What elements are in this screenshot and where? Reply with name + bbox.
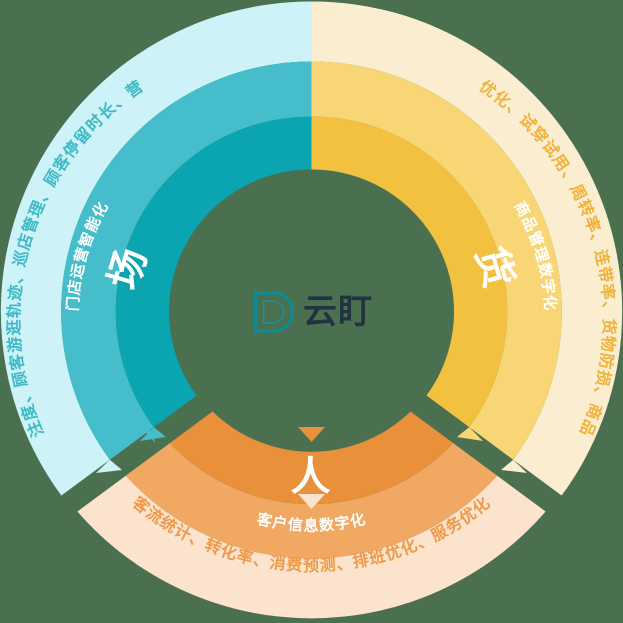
- logo-wordmark: 云盯: [303, 291, 373, 332]
- segment-huo-outer-band: [311, 1, 623, 496]
- segment-chang-inner-band: [115, 116, 312, 428]
- segment-ren-inner-band: [169, 411, 454, 505]
- segment-ren-outer-band: [77, 475, 546, 619]
- segment-chang-notch-mid: [140, 427, 166, 441]
- segment-ren[interactable]: 人 客户信息数字化 客流统计、转化率、消费预测、排班优化、服务优化: [77, 411, 546, 619]
- center-logo: 云盯: [250, 289, 373, 335]
- segment-huo-notch-mid: [457, 427, 483, 441]
- segment-chang[interactable]: 场 门店运营智能化 区域关注度、顾客游逛轨迹、巡店管理、顾客停留时长、营销活动: [0, 0, 312, 496]
- segment-ren-key-char: 人: [290, 454, 332, 500]
- segment-huo-inner-band: [311, 116, 508, 428]
- segment-ren-notch-outer: [298, 494, 325, 509]
- segment-chang-middle-band-fill: [61, 61, 312, 460]
- segment-ren-notch-inner: [298, 427, 325, 442]
- logo-d-mark-icon: [250, 289, 296, 335]
- segment-ren-middle-band: [125, 443, 498, 559]
- segment-huo-notch-outer: [501, 459, 527, 473]
- logo-d-glyph-icon: [253, 290, 294, 333]
- segment-chang-outer-band: [0, 1, 312, 496]
- segment-huo-middle-band: [311, 61, 562, 460]
- segment-chang-notch-outer: [96, 459, 122, 473]
